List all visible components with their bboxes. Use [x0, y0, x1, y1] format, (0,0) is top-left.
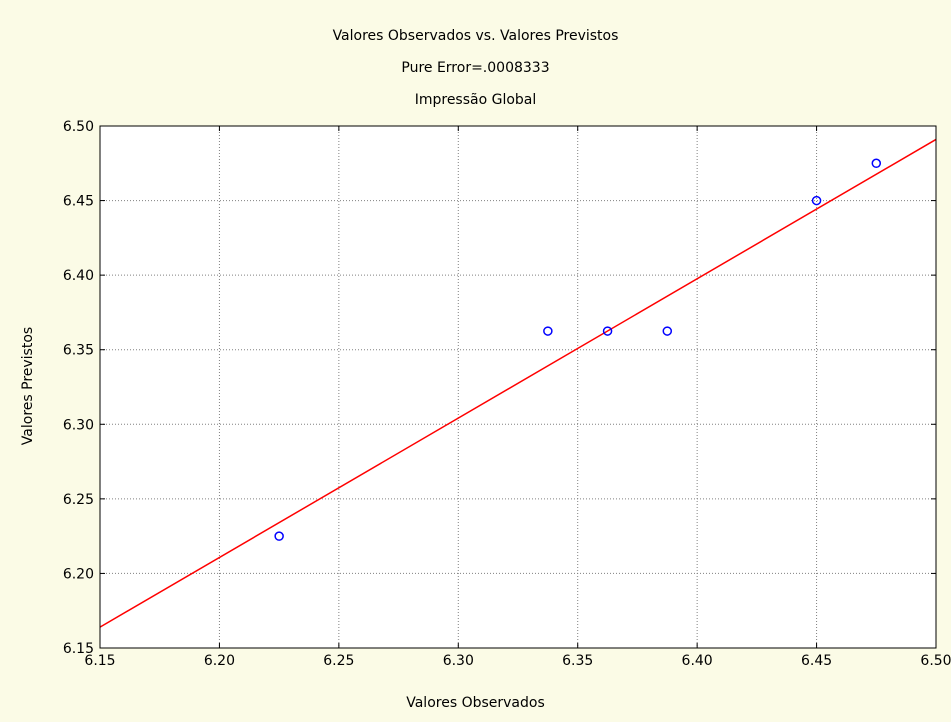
data-point — [543, 326, 553, 336]
data-point — [602, 326, 613, 336]
chart-subtitle-2: Impressão Global — [414, 92, 537, 108]
x-tick-label: 6.25 — [323, 653, 354, 669]
y-tick-label: 6.35 — [63, 343, 94, 359]
x-tick-label: 6.20 — [204, 653, 235, 669]
chart-subtitle: Pure Error=.0008333 — [401, 60, 550, 76]
y-tick-label: 6.15 — [63, 641, 94, 657]
y-tick-label: 6.45 — [63, 194, 94, 210]
data-point — [811, 195, 822, 206]
x-tick-label: 6.30 — [443, 653, 474, 669]
x-tick-label: 6.45 — [801, 653, 832, 669]
plot-frame — [99, 125, 937, 649]
x-axis-ticks: 6.15 6.20 6.25 6.30 6.35 6.40 6.45 6.50 — [84, 126, 951, 669]
fit-line — [99, 138, 937, 628]
y-axis-label: Valores Previstos — [20, 326, 36, 446]
x-axis-label: Valores Observados — [406, 695, 545, 711]
data-point — [274, 531, 284, 541]
y-axis-ticks: 6.15 6.20 6.25 6.30 6.35 6.40 6.45 6.50 — [63, 119, 936, 657]
grid-lines — [100, 126, 936, 648]
y-tick-label: 6.30 — [63, 417, 94, 433]
fit-line-group — [99, 138, 937, 628]
plot-area — [100, 126, 936, 648]
x-tick-label: 6.15 — [84, 653, 115, 669]
x-tick-label: 6.35 — [562, 653, 593, 669]
y-tick-label: 6.25 — [63, 492, 94, 508]
chart-title: Valores Observados vs. Valores Previstos — [332, 28, 619, 44]
data-point — [871, 158, 882, 169]
y-tick-label: 6.40 — [63, 268, 94, 284]
y-tick-label: 6.50 — [63, 119, 94, 135]
y-tick-label: 6.20 — [63, 566, 94, 582]
data-points — [274, 158, 882, 541]
x-tick-label: 6.50 — [920, 653, 951, 669]
x-tick-label: 6.40 — [682, 653, 713, 669]
data-point — [662, 326, 673, 336]
